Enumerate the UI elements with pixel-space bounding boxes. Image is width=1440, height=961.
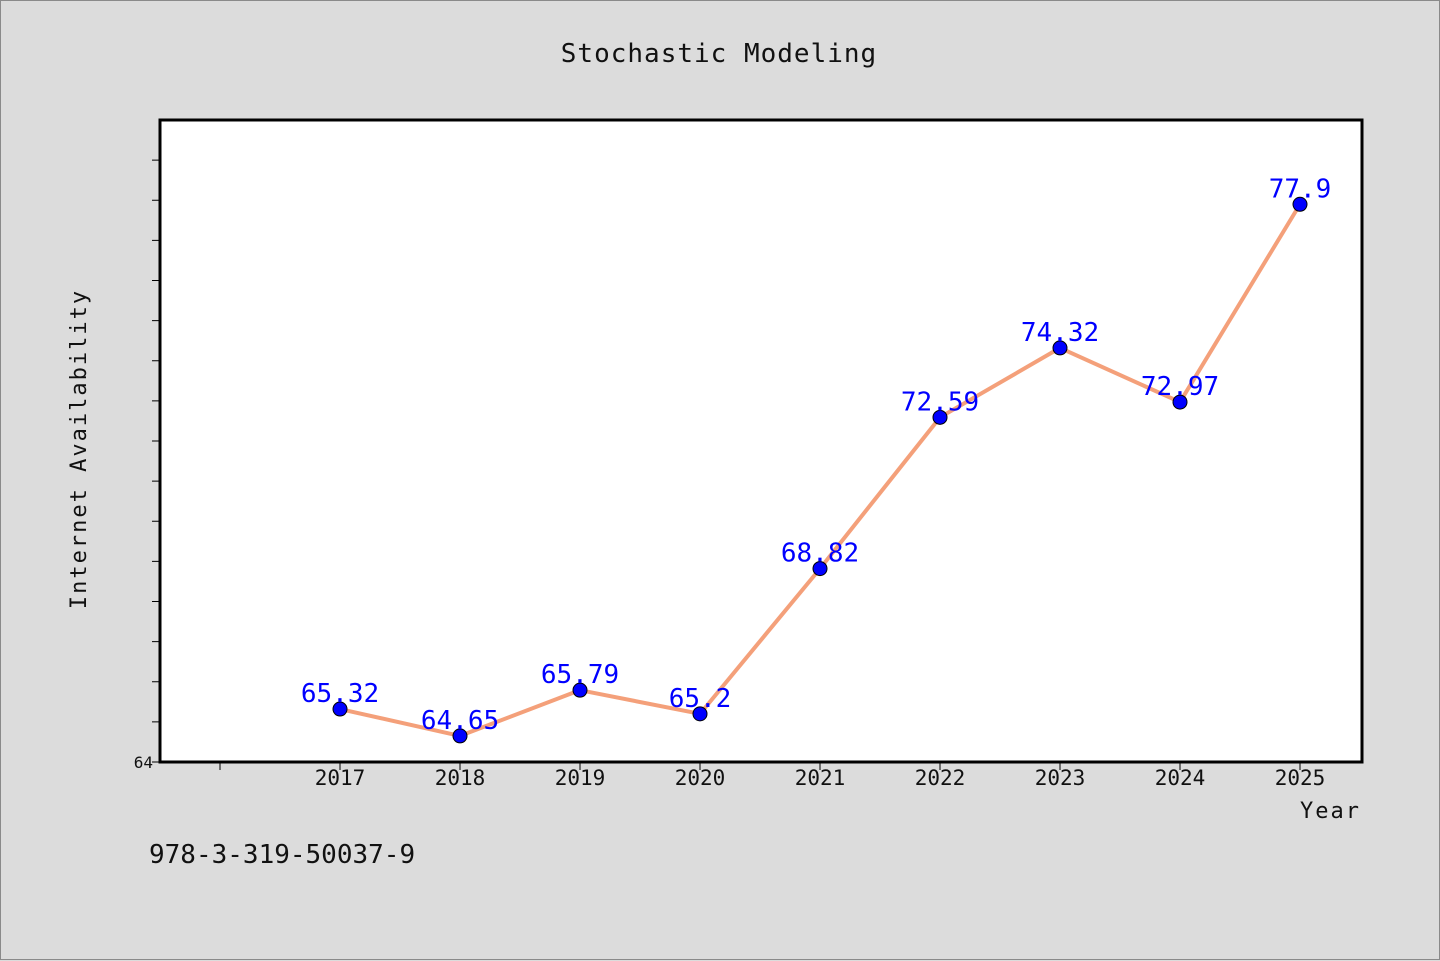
data-point: [452, 728, 468, 744]
data-point: [812, 561, 828, 577]
data-label: 68.82: [781, 539, 859, 569]
data-label: 64.65: [421, 706, 499, 736]
data-label: 77.9: [1269, 174, 1332, 204]
data-label: 74.32: [1021, 318, 1099, 348]
chart-title: Stochastic Modeling: [561, 39, 877, 69]
series-markers: [332, 196, 1308, 744]
y-tick-label: 64: [134, 753, 153, 772]
x-tick-label: 2023: [1035, 766, 1086, 790]
x-tick-label: 2024: [1155, 766, 1206, 790]
plot-area: [158, 118, 1364, 764]
data-point: [332, 701, 348, 717]
data-label: 72.59: [901, 387, 979, 417]
data-point: [1172, 394, 1188, 410]
data-point: [692, 706, 708, 722]
isbn-text: 978-3-319-50037-9: [149, 840, 415, 870]
x-axis-label: Year: [1300, 799, 1361, 824]
y-axis-ticks: [152, 159, 160, 763]
x-tick-label: 2019: [555, 766, 606, 790]
x-tick-label: 2022: [915, 766, 966, 790]
data-label: 72.97: [1141, 372, 1219, 402]
x-tick-label: 2025: [1275, 766, 1326, 790]
x-tick-label: 2020: [675, 766, 726, 790]
data-label: 65.79: [541, 660, 619, 690]
x-tick-label: 2018: [435, 766, 486, 790]
x-axis-ticks: [219, 762, 1301, 770]
x-tick-label: 2021: [795, 766, 846, 790]
data-point: [1292, 196, 1308, 212]
data-label: 65.32: [301, 679, 379, 709]
data-point: [1052, 340, 1068, 356]
y-axis-label: Internet Availability: [67, 289, 92, 609]
data-labels: 65.32 64.65 65.79 65.2 68.82 72.59 74.32 72.97 7…: [301, 174, 1331, 736]
data-label: 65.2: [669, 684, 732, 714]
data-point: [932, 409, 948, 425]
data-point: [572, 682, 588, 698]
x-tick-label: 2017: [315, 766, 366, 790]
x-tick-labels: 2017 2018 2019 2020 2021 2022 2023 2024 2025: [315, 766, 1326, 790]
